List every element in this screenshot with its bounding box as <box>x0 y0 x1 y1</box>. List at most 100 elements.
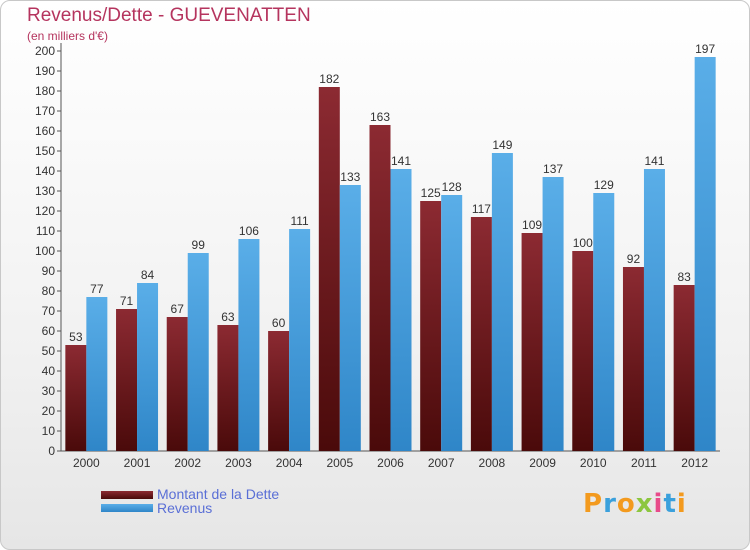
value-label-revenus: 137 <box>543 162 563 176</box>
y-tick-label: 90 <box>42 264 56 278</box>
y-tick-label: 40 <box>42 364 56 378</box>
value-label-dette: 53 <box>69 330 83 344</box>
proxiti-logo: Proxiti <box>583 489 687 519</box>
bar-dette <box>268 331 290 451</box>
value-label-revenus: 77 <box>90 282 104 296</box>
bar-dette <box>572 251 594 451</box>
y-tick-label: 130 <box>35 184 55 198</box>
value-label-dette: 117 <box>472 202 491 216</box>
y-tick-label: 180 <box>35 84 55 98</box>
bar-revenus <box>441 195 463 451</box>
chart-title: Revenus/Dette - GUEVENATTEN <box>27 5 311 26</box>
y-tick-label: 200 <box>35 44 55 58</box>
value-label-dette: 60 <box>272 316 286 330</box>
y-tick-label: 60 <box>42 324 56 338</box>
y-tick-label: 50 <box>42 344 56 358</box>
bar-dette <box>673 285 695 451</box>
bar-dette <box>521 233 543 451</box>
value-label-revenus: 128 <box>442 180 462 194</box>
y-tick-label: 120 <box>35 204 55 218</box>
bar-revenus <box>238 239 260 451</box>
legend-label-revenus: Revenus <box>157 500 213 516</box>
bar-revenus <box>289 229 311 451</box>
x-tick-label: 2001 <box>124 456 151 470</box>
value-label-dette: 63 <box>221 310 235 324</box>
bar-revenus <box>390 169 412 451</box>
value-label-revenus: 84 <box>141 268 155 282</box>
bar-revenus <box>643 169 665 451</box>
x-tick-label: 2007 <box>428 456 455 470</box>
logo-letter: t <box>663 489 677 519</box>
bar-revenus <box>187 253 209 451</box>
y-tick-label: 0 <box>48 444 55 458</box>
bar-dette <box>369 125 391 451</box>
value-label-dette: 71 <box>120 294 134 308</box>
value-label-dette: 163 <box>370 110 390 124</box>
legend-label-dette: Montant de la Dette <box>157 486 280 502</box>
y-tick-label: 30 <box>42 384 56 398</box>
y-tick-label: 190 <box>35 64 55 78</box>
x-tick-label: 2012 <box>681 456 708 470</box>
y-tick-label: 110 <box>36 224 55 238</box>
logo-letter: i <box>676 489 687 519</box>
legend-swatch-revenus <box>101 504 153 512</box>
bar-revenus <box>542 177 564 451</box>
logo-letter: P <box>583 489 604 519</box>
y-tick-label: 170 <box>35 104 55 118</box>
bar-dette <box>420 201 442 451</box>
bar-revenus <box>694 57 716 451</box>
value-label-revenus: 129 <box>594 178 614 192</box>
y-tick-label: 80 <box>42 284 56 298</box>
value-label-dette: 83 <box>677 270 691 284</box>
x-tick-label: 2000 <box>73 456 100 470</box>
bar-dette <box>116 309 138 451</box>
value-label-revenus: 133 <box>340 170 360 184</box>
x-tick-label: 2010 <box>580 456 607 470</box>
value-label-revenus: 197 <box>695 42 715 56</box>
value-label-dette: 100 <box>573 236 593 250</box>
y-tick-label: 160 <box>35 124 55 138</box>
bar-dette <box>622 267 644 451</box>
y-tick-label: 20 <box>42 404 56 418</box>
bar-revenus <box>491 153 513 451</box>
bar-dette <box>217 325 239 451</box>
x-tick-label: 2006 <box>377 456 404 470</box>
value-label-revenus: 141 <box>644 154 664 168</box>
y-tick-label: 150 <box>35 144 55 158</box>
bar-dette <box>166 317 188 451</box>
x-tick-label: 2011 <box>631 456 657 470</box>
y-tick-label: 10 <box>42 424 56 438</box>
x-tick-label: 2009 <box>529 456 556 470</box>
y-tick-label: 140 <box>35 164 55 178</box>
y-tick-label: 70 <box>42 304 56 318</box>
logo-letter: x <box>635 489 654 519</box>
bar-dette <box>65 345 87 451</box>
logo-letter: o <box>616 489 636 519</box>
x-tick-label: 2002 <box>174 456 201 470</box>
value-label-revenus: 149 <box>492 138 512 152</box>
value-label-revenus: 111 <box>290 214 309 228</box>
value-label-revenus: 106 <box>239 224 259 238</box>
value-label-revenus: 99 <box>192 238 206 252</box>
value-label-dette: 67 <box>171 302 185 316</box>
legend-swatch-dette <box>101 491 153 499</box>
bar-revenus <box>137 283 159 451</box>
value-label-dette: 182 <box>319 72 339 86</box>
bar-revenus <box>593 193 615 451</box>
x-tick-label: 2005 <box>326 456 353 470</box>
bar-dette <box>470 217 492 451</box>
value-label-dette: 109 <box>522 218 542 232</box>
bar-revenus <box>86 297 108 451</box>
logo-letter: i <box>653 489 664 519</box>
y-tick-label: 100 <box>35 244 55 258</box>
bar-revenus <box>339 185 361 451</box>
bar-dette <box>318 87 340 451</box>
x-tick-label: 2008 <box>479 456 506 470</box>
value-label-dette: 92 <box>627 252 641 266</box>
chart-subtitle: (en milliers d'€) <box>27 29 108 43</box>
value-label-revenus: 141 <box>391 154 411 168</box>
logo-letter: r <box>603 489 617 519</box>
x-tick-label: 2003 <box>225 456 252 470</box>
